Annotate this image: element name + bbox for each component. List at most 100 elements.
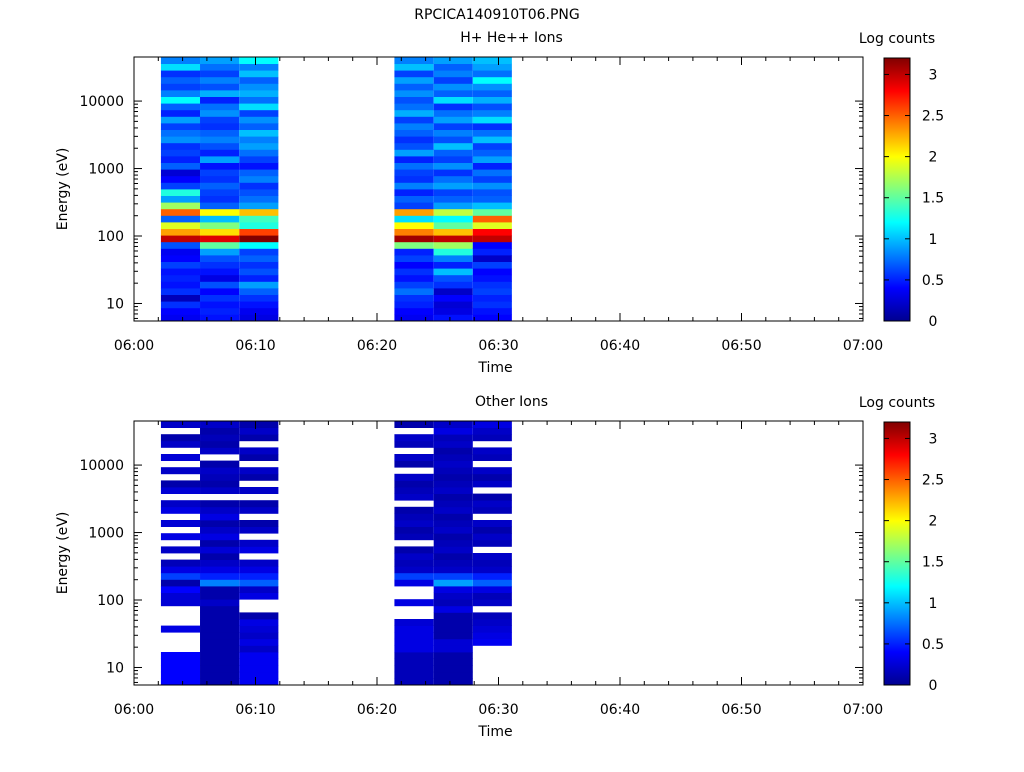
heatmap-cell bbox=[433, 261, 473, 269]
x-tick-label: 06:00 bbox=[114, 702, 154, 718]
heatmap-cell bbox=[160, 70, 201, 78]
heatmap-cell bbox=[160, 182, 201, 190]
heatmap-cell bbox=[160, 579, 201, 587]
colorbar-tick-label: 0.5 bbox=[922, 273, 944, 289]
panel-1: 06:00 06:10 06:20 06:30 06:40 06:50 07:0010100… bbox=[55, 30, 944, 376]
panel-2-title: Other Ions bbox=[475, 394, 548, 410]
heatmap-cell bbox=[160, 467, 201, 475]
heatmap-cell bbox=[394, 665, 434, 673]
heatmap-cell bbox=[200, 506, 240, 514]
colorbar-tick-label: 2 bbox=[929, 514, 938, 530]
heatmap-cell bbox=[239, 427, 279, 435]
heatmap-cell bbox=[433, 652, 473, 659]
heatmap-cell bbox=[160, 241, 201, 249]
heatmap-cell bbox=[433, 129, 473, 137]
heatmap-cell bbox=[394, 162, 434, 170]
heatmap-cell bbox=[200, 142, 240, 150]
heatmap-cell bbox=[394, 480, 434, 488]
heatmap-cell bbox=[433, 678, 473, 686]
heatmap-cell bbox=[433, 235, 473, 243]
heatmap-cell bbox=[160, 625, 201, 633]
heatmap-cell bbox=[200, 566, 240, 574]
heatmap-cell bbox=[160, 142, 201, 150]
heatmap-cell bbox=[433, 625, 473, 633]
heatmap-cell bbox=[394, 57, 434, 64]
heatmap-cell bbox=[433, 539, 473, 547]
heatmap-cell bbox=[160, 116, 201, 124]
heatmap-cell bbox=[200, 480, 240, 488]
heatmap-cell bbox=[433, 645, 473, 653]
heatmap-cell bbox=[239, 678, 279, 686]
heatmap-cell bbox=[433, 294, 473, 302]
heatmap-cell bbox=[160, 136, 201, 144]
heatmap-cell bbox=[472, 70, 512, 78]
heatmap-cell bbox=[472, 473, 512, 481]
heatmap-cell bbox=[239, 175, 279, 183]
y-tick-label: 10 bbox=[106, 296, 124, 312]
heatmap-cell bbox=[472, 83, 512, 91]
heatmap-cell bbox=[394, 440, 434, 448]
heatmap-cell bbox=[394, 671, 434, 679]
heatmap-cell bbox=[200, 513, 240, 521]
heatmap-cell bbox=[239, 658, 279, 666]
heatmap-cell bbox=[433, 268, 473, 276]
heatmap-cell bbox=[200, 136, 240, 144]
heatmap-cell bbox=[472, 506, 512, 514]
colorbar-tick-label: 2.5 bbox=[922, 473, 944, 489]
heatmap-cell bbox=[472, 255, 512, 262]
heatmap-cell bbox=[433, 63, 473, 71]
heatmap-cell bbox=[472, 566, 512, 574]
heatmap-cell bbox=[433, 195, 473, 203]
heatmap-cell bbox=[433, 202, 473, 210]
heatmap-cell bbox=[433, 566, 473, 574]
heatmap-cell bbox=[200, 156, 240, 163]
heatmap-cell bbox=[200, 612, 240, 620]
heatmap-cell bbox=[472, 261, 512, 269]
heatmap-cell bbox=[472, 625, 512, 633]
heatmap-cell bbox=[160, 169, 201, 177]
heatmap-cell bbox=[394, 63, 434, 71]
heatmap-cell bbox=[160, 90, 201, 97]
heatmap-cell bbox=[433, 169, 473, 177]
heatmap-cell bbox=[472, 123, 512, 130]
heatmap-cell bbox=[239, 579, 279, 587]
heatmap-cell bbox=[433, 281, 473, 289]
x-tick-label: 06:30 bbox=[478, 702, 518, 718]
heatmap-cell bbox=[472, 156, 512, 163]
heatmap-cell bbox=[433, 553, 473, 560]
heatmap-cell bbox=[200, 487, 240, 494]
heatmap-cell bbox=[433, 619, 473, 626]
y-tick-label: 1000 bbox=[88, 526, 124, 542]
heatmap-cell bbox=[472, 434, 512, 442]
heatmap-cell bbox=[239, 70, 279, 78]
heatmap-cell bbox=[433, 288, 473, 295]
heatmap-cell bbox=[160, 156, 201, 163]
heatmap-cell bbox=[472, 467, 512, 475]
heatmap-cell bbox=[472, 579, 512, 587]
heatmap-cell bbox=[394, 421, 434, 428]
heatmap-cell bbox=[394, 513, 434, 521]
heatmap-cell bbox=[200, 83, 240, 91]
heatmap-cell bbox=[160, 440, 201, 448]
heatmap-cell bbox=[200, 63, 240, 71]
heatmap-cell bbox=[160, 261, 201, 269]
heatmap-cell bbox=[239, 526, 279, 534]
heatmap-cell bbox=[433, 123, 473, 130]
heatmap-cell bbox=[394, 182, 434, 190]
heatmap-cell bbox=[160, 281, 201, 289]
heatmap-cell bbox=[239, 592, 279, 600]
heatmap-cell bbox=[394, 599, 434, 607]
heatmap-cell bbox=[160, 546, 201, 554]
heatmap-cell bbox=[239, 129, 279, 137]
heatmap-cell bbox=[394, 202, 434, 210]
heatmap-cell bbox=[160, 652, 201, 659]
heatmap-cell bbox=[239, 314, 279, 322]
heatmap-cell bbox=[433, 671, 473, 679]
colorbar-tick-label: 1.5 bbox=[922, 555, 944, 571]
heatmap-cell bbox=[394, 314, 434, 322]
heatmap-cell bbox=[472, 520, 512, 527]
heatmap-cell bbox=[433, 526, 473, 534]
heatmap-cell bbox=[394, 454, 434, 461]
heatmap-cell bbox=[433, 222, 473, 229]
heatmap-cell bbox=[200, 652, 240, 659]
